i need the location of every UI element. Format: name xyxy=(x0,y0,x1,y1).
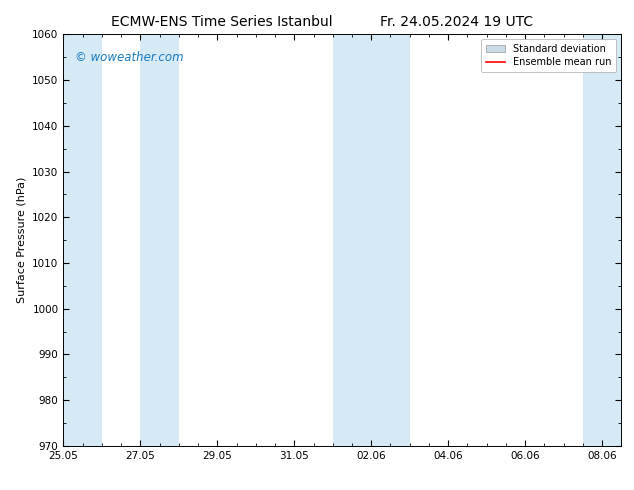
Bar xyxy=(63,34,102,446)
Text: © woweather.com: © woweather.com xyxy=(75,51,183,64)
Text: Fr. 24.05.2024 19 UTC: Fr. 24.05.2024 19 UTC xyxy=(380,15,533,29)
Y-axis label: Surface Pressure (hPa): Surface Pressure (hPa) xyxy=(16,177,27,303)
Bar xyxy=(140,34,179,446)
Legend: Standard deviation, Ensemble mean run: Standard deviation, Ensemble mean run xyxy=(481,39,616,72)
Bar xyxy=(583,34,634,446)
Bar xyxy=(333,34,410,446)
Text: ECMW-ENS Time Series Istanbul: ECMW-ENS Time Series Istanbul xyxy=(111,15,333,29)
